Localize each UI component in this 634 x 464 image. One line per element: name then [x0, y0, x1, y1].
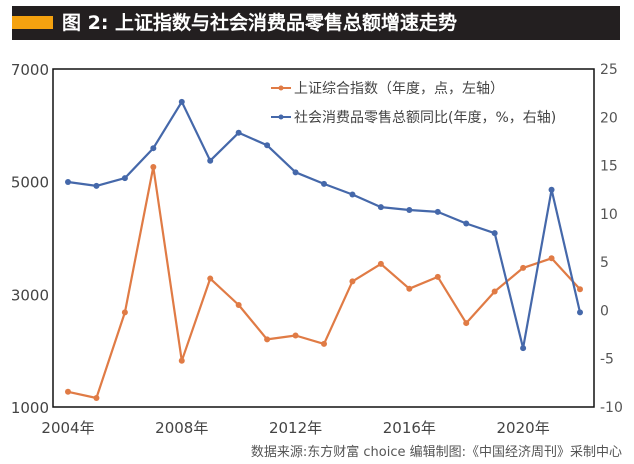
data-point-shanghai-index: [207, 275, 214, 282]
data-point-shanghai-index: [434, 273, 441, 280]
data-point-retail-sales: [207, 157, 214, 164]
data-point-retail-sales: [321, 180, 327, 187]
chart-title: 图 2: 上证指数与社会消费品零售总额增速走势: [62, 12, 458, 34]
data-point-shanghai-index: [520, 264, 527, 271]
data-point-shanghai-index: [150, 164, 157, 171]
data-point-retail-sales: [178, 98, 185, 105]
right-tick-label: 20: [600, 110, 618, 126]
right-tick-label: 0: [600, 303, 609, 319]
data-point-retail-sales: [491, 230, 498, 237]
data-point-shanghai-index: [463, 320, 470, 327]
data-point-retail-sales: [548, 186, 555, 193]
right-tick-label: 10: [600, 207, 618, 223]
data-point-shanghai-index: [121, 309, 128, 316]
data-point-shanghai-index: [548, 255, 555, 262]
data-point-retail-sales: [520, 345, 527, 352]
data-point-shanghai-index: [321, 340, 327, 347]
data-point-retail-sales: [406, 206, 413, 213]
data-point-retail-sales: [292, 169, 299, 176]
data-point-shanghai-index: [377, 260, 384, 267]
left-axis: 1000 3000 5000 7000: [11, 61, 49, 417]
x-tick-label: 2016年: [383, 419, 436, 437]
right-tick-label: 5: [600, 255, 609, 271]
data-point-shanghai-index: [349, 278, 356, 285]
data-point-shanghai-index: [491, 288, 498, 295]
data-point-retail-sales: [349, 191, 356, 198]
data-point-retail-sales: [377, 204, 384, 211]
title-accent-block: [12, 16, 53, 29]
left-tick-label: 5000: [11, 174, 49, 192]
right-axis: -10 -5 0 5 10 15 20 25: [600, 62, 623, 416]
legend-label-shanghai-index: 上证综合指数（年度，点，左轴）: [294, 81, 504, 97]
data-point-retail-sales: [121, 175, 128, 182]
data-point-shanghai-index: [93, 394, 100, 401]
data-point-retail-sales: [93, 182, 100, 189]
legend-label-retail-sales: 社会消费品零售总额同比(年度，%，右轴): [294, 110, 556, 126]
left-tick-label: 1000: [11, 399, 49, 417]
legend-marker-shanghai-index: [278, 85, 284, 91]
data-point-retail-sales: [235, 129, 242, 136]
x-tick-label: 2012年: [269, 419, 322, 437]
right-tick-label: -10: [600, 400, 623, 416]
legend: 上证综合指数（年度，点，左轴） 社会消费品零售总额同比(年度，%，右轴): [271, 81, 556, 126]
data-point-retail-sales: [577, 309, 583, 316]
x-axis: 2004年 2008年 2012年 2016年 2020年: [41, 419, 549, 437]
series-layer: [65, 98, 583, 401]
data-point-shanghai-index: [178, 357, 185, 364]
series-line-shanghai-index: [67, 165, 581, 400]
right-tick-label: 25: [600, 62, 618, 78]
source-note: 数据来源:东方财富 choice 编辑制图:《中国经济周刊》采制中心: [250, 445, 622, 460]
x-tick-label: 2008年: [155, 419, 208, 437]
data-point-retail-sales: [264, 142, 271, 149]
right-tick-label: 15: [600, 159, 618, 175]
data-point-shanghai-index: [577, 286, 583, 293]
data-point-retail-sales: [65, 178, 71, 185]
data-point-shanghai-index: [264, 336, 271, 343]
data-point-retail-sales: [463, 220, 470, 227]
x-tick-label: 2004年: [41, 419, 94, 437]
title-bar: 图 2: 上证指数与社会消费品零售总额增速走势: [12, 6, 620, 40]
right-tick-label: -5: [600, 352, 614, 368]
data-point-shanghai-index: [235, 302, 242, 309]
data-point-shanghai-index: [292, 332, 299, 339]
data-point-shanghai-index: [406, 285, 413, 292]
data-point-retail-sales: [434, 208, 441, 215]
plot-area-frame: [52, 68, 595, 408]
left-tick-label: 7000: [11, 61, 49, 79]
x-tick-label: 2020年: [497, 419, 550, 437]
series-line-retail-sales: [67, 100, 582, 350]
legend-marker-retail-sales: [278, 114, 284, 120]
left-tick-label: 3000: [11, 286, 49, 304]
data-point-retail-sales: [150, 145, 157, 152]
data-point-shanghai-index: [65, 388, 71, 395]
